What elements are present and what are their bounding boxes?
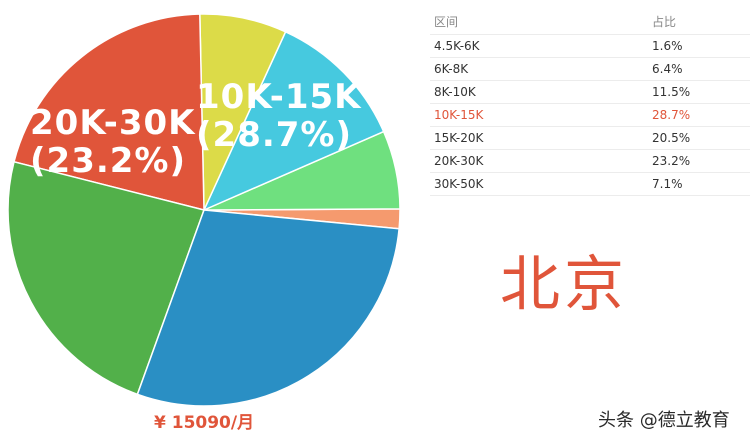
pie-slice-8k-10k [202, 30, 385, 212]
cell-share: 20.5% [648, 126, 750, 150]
pie-slice-10k-15k [136, 209, 400, 407]
average-salary-note: ¥ 15090/月 [154, 413, 255, 433]
cell-share: 6.4% [648, 57, 750, 81]
slice-label-20k-30k-name: 20K-30K [30, 103, 196, 143]
cell-share: 11.5% [648, 80, 750, 104]
salary-range-table: 区间 占比 4.5K-6K 1.6% 6K-8K 6.4% 8K-10K 11.… [430, 9, 750, 196]
cell-range: 15K-20K [430, 126, 648, 150]
cell-range: 20K-30K [430, 149, 648, 173]
cell-range: 8K-10K [430, 80, 648, 104]
column-header-share: 占比 [648, 9, 750, 35]
table-row: 4.5K-6K 1.6% [430, 34, 750, 58]
cell-share: 7.1% [648, 172, 750, 196]
cell-share: 23.2% [648, 149, 750, 173]
table-row: 8K-10K 11.5% [430, 80, 750, 104]
table-row: 6K-8K 6.4% [430, 57, 750, 81]
cell-share: 28.7% [648, 103, 750, 127]
slice-label-20k-30k-percent: (23.2%) [30, 141, 187, 181]
cell-range: 6K-8K [430, 57, 648, 81]
table-header-row: 区间 占比 [430, 9, 750, 35]
slice-label-10k-15k-percent: (28.7%) [196, 115, 353, 155]
city-name: 北京 [500, 250, 628, 320]
pie-slice-20k-30k [7, 160, 205, 396]
table-row: 20K-30K 23.2% [430, 149, 750, 173]
cell-range: 10K-15K [430, 103, 648, 127]
slice-label-10k-15k-name: 10K-15K [196, 77, 362, 117]
table-row: 30K-50K 7.1% [430, 172, 750, 196]
slice-label-20k-30k: 20K-30K (23.2%) [30, 104, 195, 180]
table-row: 15K-20K 20.5% [430, 126, 750, 150]
column-header-range: 区间 [430, 9, 648, 35]
pie-slice-15k-20k [13, 13, 205, 211]
table-row-highlighted: 10K-15K 28.7% [430, 103, 750, 127]
watermark: 头条 @德立教育 [598, 410, 730, 431]
cell-share: 1.6% [648, 34, 750, 58]
cell-range: 4.5K-6K [430, 34, 648, 58]
cell-range: 30K-50K [430, 172, 648, 196]
slice-label-10k-15k: 10K-15K (28.7%) [196, 78, 361, 154]
